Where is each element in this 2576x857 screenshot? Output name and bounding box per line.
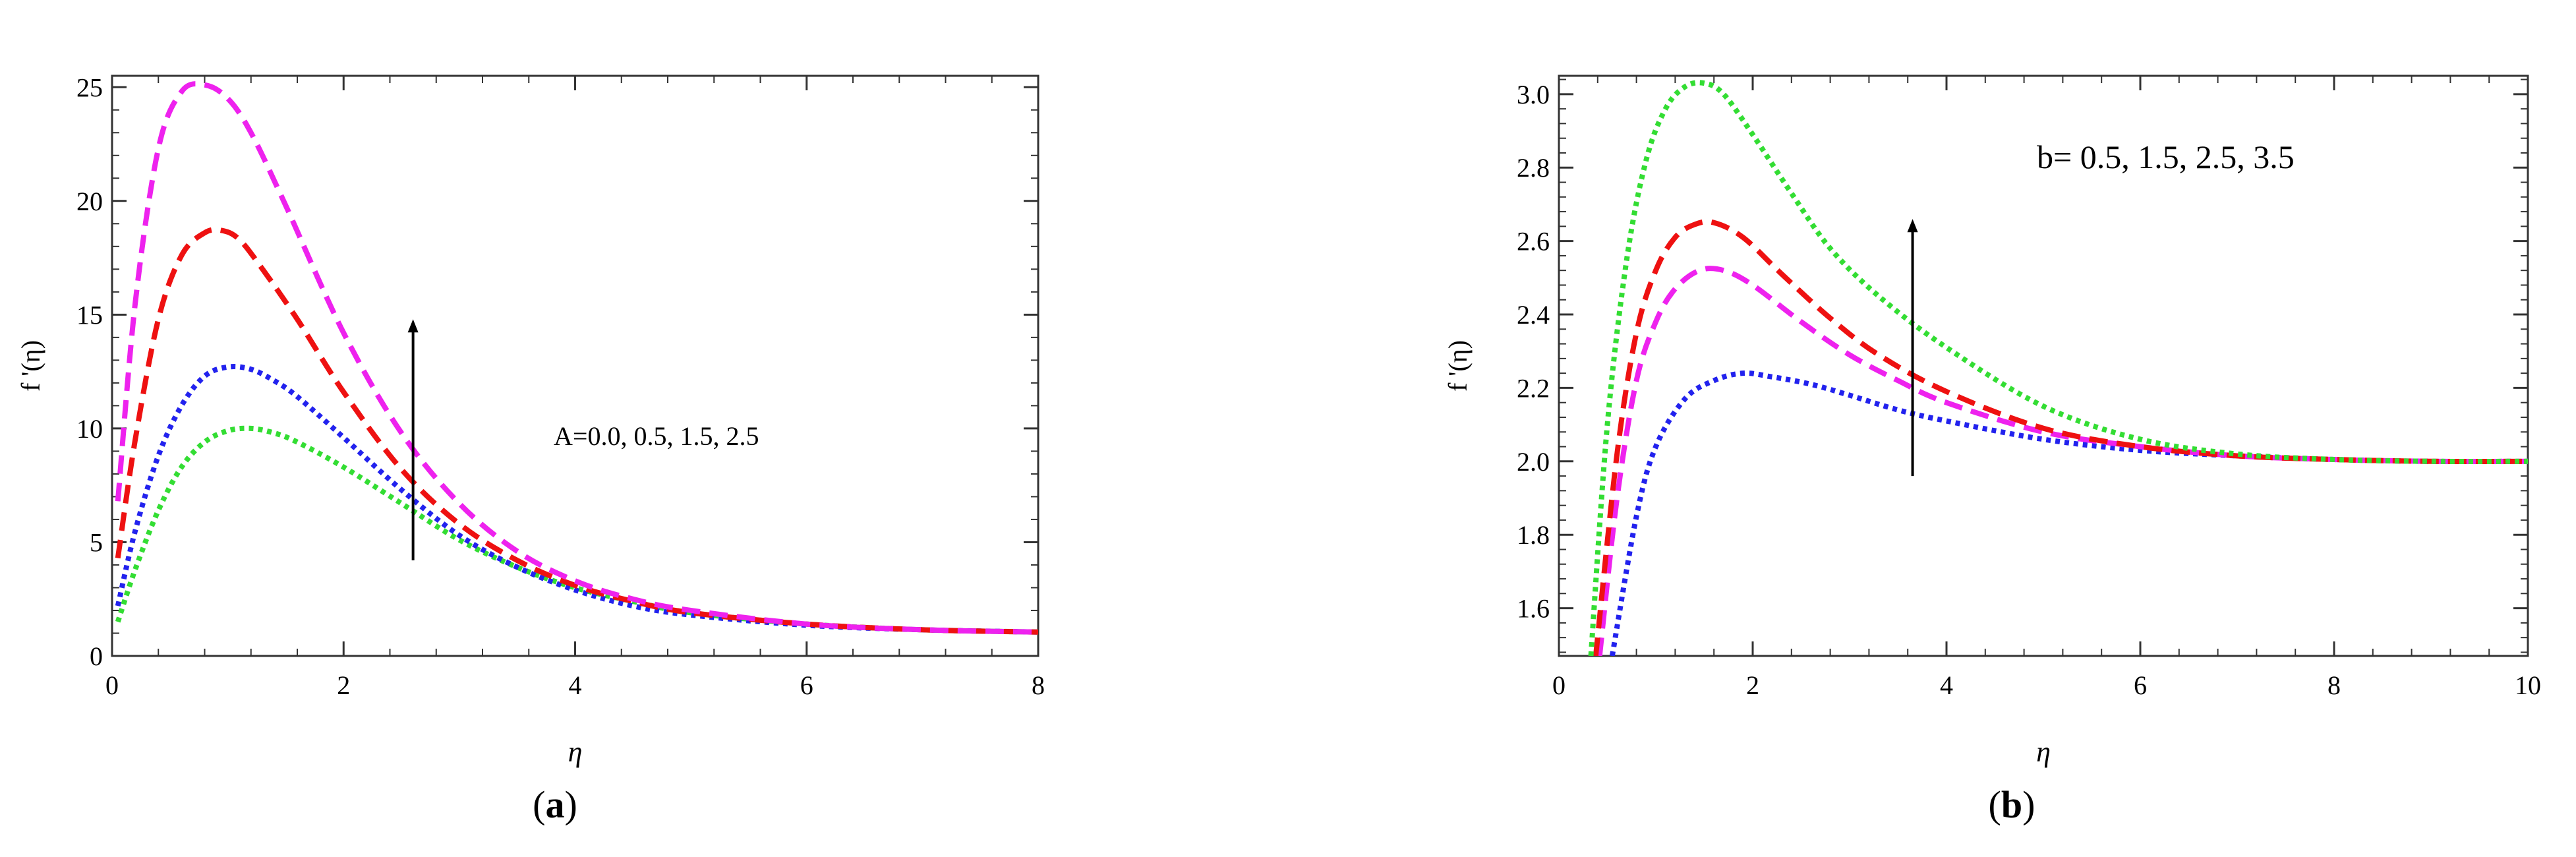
x-tick-label: 4 (569, 670, 582, 700)
y-tick-label: 0 (90, 641, 103, 671)
x-tick-label: 4 (1940, 670, 1953, 700)
y-tick-label: 20 (76, 187, 103, 216)
x-axis-label: η (568, 736, 583, 768)
series-line-1 (115, 425, 1038, 635)
annotation-arrowhead (407, 319, 419, 333)
series-line-1 (1609, 370, 2528, 656)
y-axis-label: f '(η) (1443, 340, 1473, 392)
y-tick-label: 5 (90, 527, 103, 557)
plot-frame (111, 74, 1039, 657)
x-tick-label: 0 (1552, 670, 1566, 700)
y-tick-label: 10 (76, 414, 103, 444)
x-tick-label: 2 (337, 670, 350, 700)
x-tick-label: 0 (105, 670, 119, 700)
annotation-arrowhead (1907, 219, 1918, 233)
plot-frame (1558, 74, 2529, 657)
x-axis-label: η (2036, 736, 2051, 768)
x-tick-label: 8 (2327, 670, 2341, 700)
series-line-4 (1588, 80, 2528, 656)
y-tick-label: 2.8 (1517, 153, 1550, 183)
caption-a: (a) (533, 783, 577, 826)
series-line-2 (115, 364, 1038, 635)
series-line-4 (115, 81, 1038, 635)
y-tick-label: 3.0 (1517, 80, 1550, 109)
y-tick-label: 1.6 (1517, 594, 1550, 624)
y-tick-label: 2.0 (1517, 447, 1550, 477)
annotation-text: b= 0.5, 1.5, 2.5, 3.5 (2037, 138, 2295, 175)
y-tick-label: 1.8 (1517, 520, 1550, 550)
y-tick-label: 2.2 (1517, 373, 1550, 403)
x-tick-label: 6 (2134, 670, 2147, 700)
x-tick-label: 10 (2515, 670, 2541, 700)
caption-b: (b) (1989, 783, 2035, 826)
series-line-3 (1593, 219, 2528, 656)
x-tick-label: 8 (1032, 670, 1045, 700)
y-tick-label: 2.4 (1517, 300, 1550, 330)
y-axis-label: f '(η) (16, 340, 45, 392)
x-tick-label: 6 (800, 670, 813, 700)
annotation-text: A=0.0, 0.5, 1.5, 2.5 (554, 421, 759, 451)
y-tick-label: 25 (76, 73, 103, 102)
x-tick-label: 2 (1746, 670, 1759, 700)
panel-b-chart: 0 2 4 6 8 10 1.6 1.8 2.0 2.2 2.4 2.6 2.8 3.0 η f '(η) b=… (1443, 74, 2541, 768)
y-tick-label: 2.6 (1517, 227, 1550, 256)
panel-a-chart: 0 2 4 6 8 0 5 10 15 20 25 η f '(η) A=0.0, 0.5, 1.5, 2… (16, 73, 1045, 768)
y-tick-label: 15 (76, 300, 103, 330)
